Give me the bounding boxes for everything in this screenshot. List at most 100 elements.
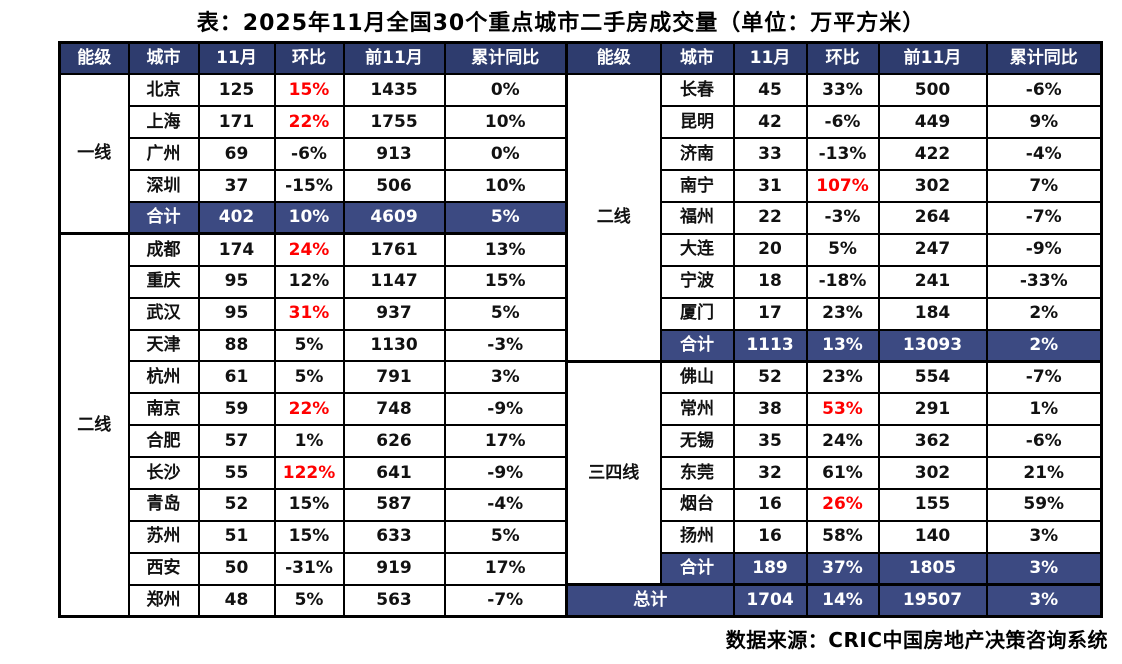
value-cell: 16 <box>732 487 808 522</box>
value-cell: 362 <box>877 424 988 459</box>
city-cell: 成都 <box>127 232 200 267</box>
value-cell: 24% <box>273 232 345 267</box>
value-cell: 140 <box>877 519 988 554</box>
value-cell: 95 <box>197 296 276 331</box>
value-cell: -7% <box>985 200 1103 235</box>
city-row: 福州 22 -3% 264 -7% <box>567 200 1103 235</box>
value-cell: 42 <box>732 105 808 140</box>
city-cell: 武汉 <box>127 296 200 331</box>
grand-total-row: 总计 1704 14% 19507 3% <box>565 583 1103 618</box>
value-cell: 189 <box>732 551 808 586</box>
value-cell: -6% <box>805 105 880 140</box>
city-cell: 天津 <box>127 328 200 363</box>
value-cell: 1147 <box>342 264 446 299</box>
city-cell: 广州 <box>127 137 200 172</box>
value-cell: 1435 <box>342 73 446 108</box>
value-cell: 247 <box>877 232 988 267</box>
value-cell: 913 <box>342 137 446 172</box>
city-row: 宁波 18 -18% 241 -33% <box>567 264 1103 299</box>
value-cell: 506 <box>342 169 446 203</box>
value-cell: -3% <box>805 200 880 235</box>
value-cell: 21% <box>985 456 1103 490</box>
value-cell: 13% <box>805 328 880 363</box>
value-cell: -9% <box>443 456 568 490</box>
value-cell: 35 <box>732 424 808 459</box>
value-cell: 1761 <box>342 232 446 267</box>
city-row: 南京 59 22% 748 -9% <box>60 392 568 427</box>
value-cell: -9% <box>985 232 1103 267</box>
city-cell: 长春 <box>659 73 735 108</box>
city-row: 武汉 95 31% 937 5% <box>60 296 568 331</box>
city-row: 昆明 42 -6% 449 9% <box>567 105 1103 140</box>
city-row: 济南 33 -13% 422 -4% <box>567 137 1103 172</box>
value-cell: 9% <box>985 105 1103 140</box>
value-cell: 13% <box>443 232 568 267</box>
column-header: 11月 <box>197 41 276 76</box>
value-cell: 10% <box>443 169 568 203</box>
value-cell: 122% <box>273 456 345 490</box>
value-cell: 422 <box>877 137 988 172</box>
city-cell: 宁波 <box>659 264 735 299</box>
city-cell: 常州 <box>659 392 735 427</box>
grand-total-label: 总计 <box>565 583 735 618</box>
city-row: 东莞 32 61% 302 21% <box>567 456 1103 490</box>
value-cell: 38 <box>732 392 808 427</box>
column-header: 前11月 <box>342 41 446 76</box>
tier-cell: 二线 <box>58 232 130 618</box>
city-row: 大连 20 5% 247 -9% <box>567 232 1103 267</box>
value-cell: 59 <box>197 392 276 427</box>
city-cell: 佛山 <box>659 359 735 395</box>
city-cell: 扬州 <box>659 519 735 554</box>
value-cell: 15% <box>273 519 345 554</box>
value-cell: 69 <box>197 137 276 172</box>
city-cell: 西安 <box>127 551 200 586</box>
value-cell: -15% <box>273 169 345 203</box>
value-cell: -7% <box>985 359 1103 395</box>
value-cell: 1% <box>985 392 1103 427</box>
column-header: 能级 <box>58 41 130 76</box>
city-cell: 合肥 <box>127 424 200 459</box>
city-row: 西安 50 -31% 919 17% <box>60 551 568 586</box>
city-cell: 上海 <box>127 105 200 140</box>
value-cell: -3% <box>443 328 568 363</box>
tier-cell: 一线 <box>58 73 130 235</box>
value-cell: -4% <box>443 487 568 522</box>
value-cell: 302 <box>877 169 988 203</box>
value-cell: 241 <box>877 264 988 299</box>
value-cell: 5% <box>273 328 345 363</box>
value-cell: 748 <box>342 392 446 427</box>
value-cell: 1% <box>273 424 345 459</box>
city-cell: 合计 <box>659 551 735 586</box>
value-cell: -13% <box>805 137 880 172</box>
value-cell: 5% <box>805 232 880 267</box>
value-cell: 13093 <box>877 328 988 363</box>
city-cell: 苏州 <box>127 519 200 554</box>
city-row: 合肥 57 1% 626 17% <box>60 424 568 459</box>
table-title: 表：2025年11月全国30个重点城市二手房成交量（单位：万平方米） <box>196 11 926 36</box>
value-cell: -6% <box>985 73 1103 108</box>
value-cell: 587 <box>342 487 446 522</box>
tables-container: 能级 城市 11月 环比 前11月 累计同比 一线 北京 125 15% 1435 0% 上海 171 22… <box>58 41 1103 619</box>
value-cell: 500 <box>877 73 988 108</box>
value-cell: 125 <box>197 73 276 108</box>
city-row: 深圳 37 -15% 506 10% <box>60 169 568 203</box>
value-cell: 16 <box>732 519 808 554</box>
city-row: 郑州 48 5% 563 -7% <box>60 583 568 618</box>
column-header: 能级 <box>565 41 662 76</box>
city-row: 扬州 16 58% 140 3% <box>567 519 1103 554</box>
city-cell: 北京 <box>127 73 200 108</box>
value-cell: 88 <box>197 328 276 363</box>
value-cell: -7% <box>443 583 568 618</box>
column-header: 环比 <box>805 41 880 76</box>
value-cell: 17% <box>443 424 568 459</box>
value-cell: 31% <box>273 296 345 331</box>
value-cell: 61 <box>197 360 276 395</box>
value-cell: 2% <box>985 328 1103 363</box>
value-cell: 184 <box>877 296 988 331</box>
value-cell: 919 <box>342 551 446 586</box>
city-cell: 厦门 <box>659 296 735 331</box>
value-cell: 17% <box>443 551 568 586</box>
city-row: 杭州 61 5% 791 3% <box>60 360 568 395</box>
value-cell: -31% <box>273 551 345 586</box>
value-cell: 17 <box>732 296 808 331</box>
